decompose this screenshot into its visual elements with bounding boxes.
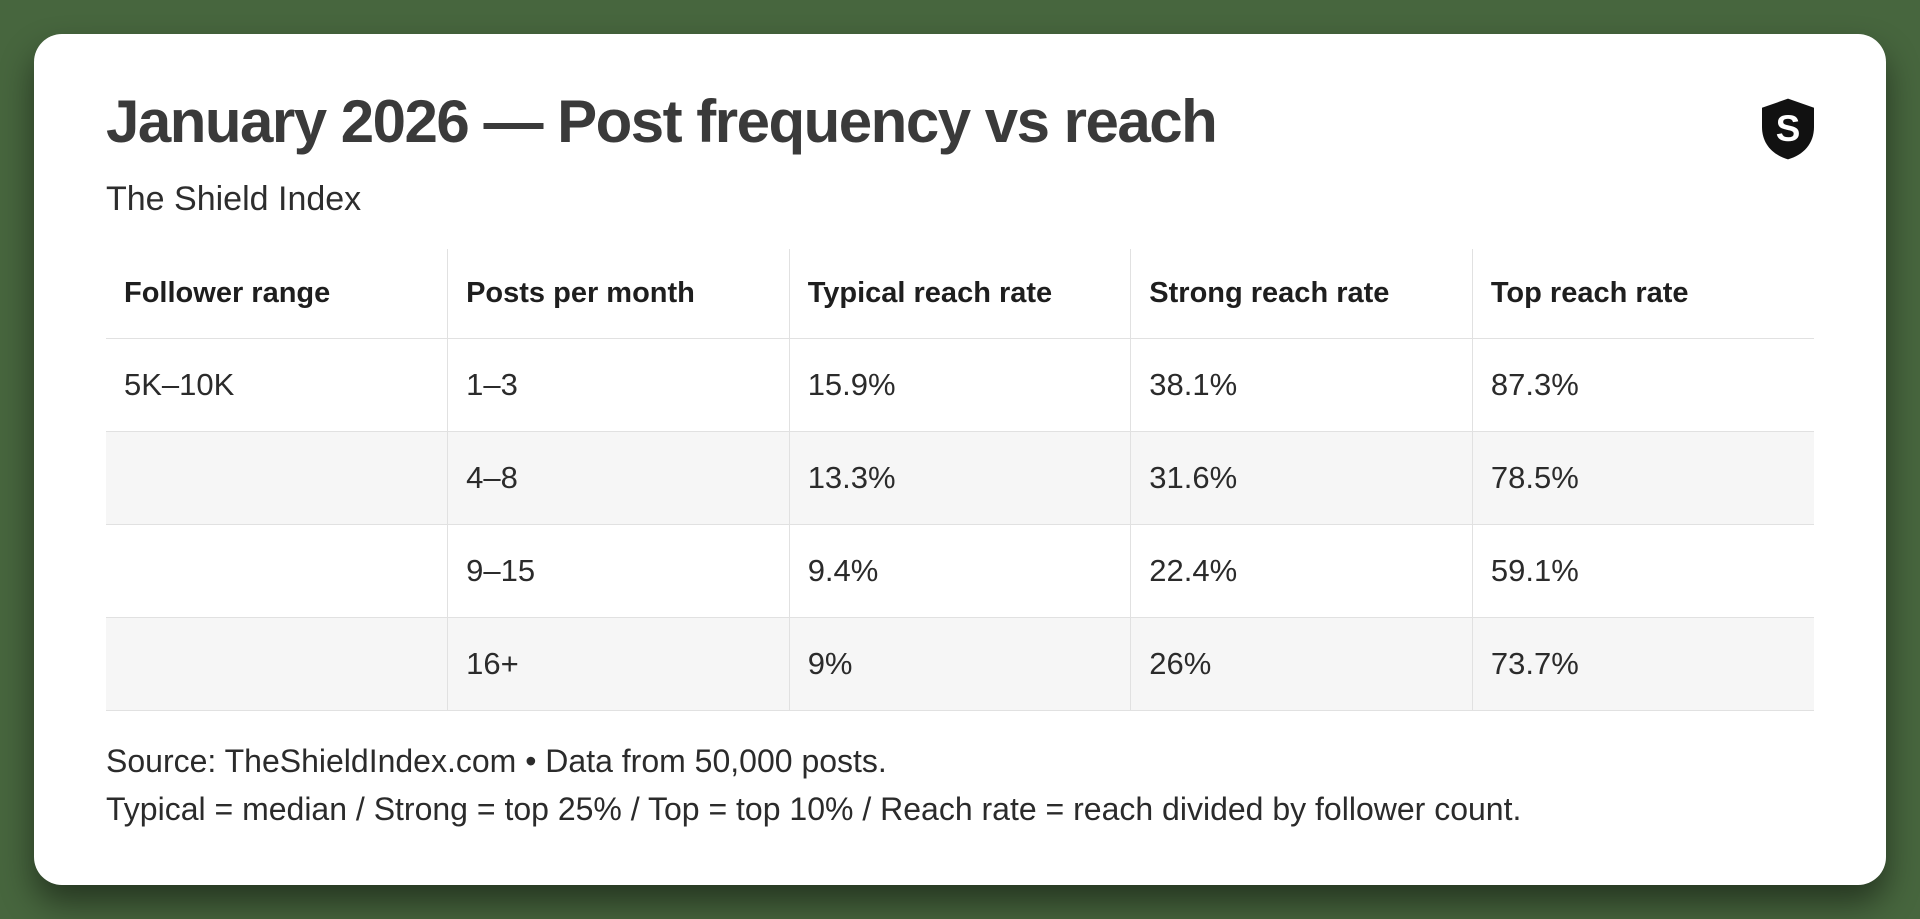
- table-cell: 4–8: [447, 431, 790, 525]
- table-row: 9–15 9.4% 22.4% 59.1%: [106, 524, 1814, 618]
- stats-card: January 2026 — Post frequency vs reach S…: [34, 34, 1886, 885]
- table-cell: 9.4%: [788, 524, 1131, 618]
- table-cell: 73.7%: [1471, 617, 1814, 711]
- table-cell: 31.6%: [1130, 431, 1473, 525]
- shield-logo-icon: S: [1762, 98, 1814, 160]
- column-header: Typical reach rate: [788, 249, 1131, 339]
- table-cell: [106, 431, 448, 525]
- table-header-row: Follower range Posts per month Typical rea…: [106, 249, 1814, 339]
- table-cell: [106, 524, 448, 618]
- table-cell: 78.5%: [1471, 431, 1814, 525]
- table-cell: 16+: [447, 617, 790, 711]
- table-row: 16+ 9% 26% 73.7%: [106, 617, 1814, 711]
- table-cell: 38.1%: [1130, 338, 1473, 432]
- table-cell: [106, 617, 448, 711]
- table-cell: 87.3%: [1471, 338, 1814, 432]
- page-title: January 2026 — Post frequency vs reach: [106, 88, 1218, 155]
- definitions-line: Typical = median / Strong = top 25% / To…: [106, 791, 1522, 827]
- table-cell: 1–3: [447, 338, 790, 432]
- column-header: Follower range: [106, 249, 448, 339]
- table-cell: 22.4%: [1130, 524, 1473, 618]
- table-row: 5K–10K 1–3 15.9% 38.1% 87.3%: [106, 338, 1814, 432]
- table-row: 4–8 13.3% 31.6% 78.5%: [106, 431, 1814, 525]
- table-cell: 9%: [788, 617, 1131, 711]
- column-header: Posts per month: [447, 249, 790, 339]
- table-cell: 59.1%: [1471, 524, 1814, 618]
- reach-table: Follower range Posts per month Typical rea…: [106, 249, 1814, 711]
- source-line: Source: TheShieldIndex.com • Data from 5…: [106, 743, 887, 779]
- table-cell: 5K–10K: [106, 338, 448, 432]
- table-cell: 26%: [1130, 617, 1473, 711]
- table-footnotes: Source: TheShieldIndex.com • Data from 5…: [106, 737, 1814, 833]
- table-cell: 13.3%: [788, 431, 1131, 525]
- table-cell: 15.9%: [788, 338, 1131, 432]
- table-head: Follower range Posts per month Typical rea…: [106, 249, 1814, 339]
- shield-logo-letter: S: [1776, 108, 1801, 149]
- page-subtitle: The Shield Index: [106, 180, 362, 218]
- table-cell: 9–15: [447, 524, 790, 618]
- card-header: January 2026 — Post frequency vs reach S: [106, 90, 1814, 160]
- table-body: 5K–10K 1–3 15.9% 38.1% 87.3% 4–8 13.3% 31.6% 78.…: [106, 338, 1814, 711]
- column-header: Top reach rate: [1471, 249, 1814, 339]
- column-header: Strong reach rate: [1130, 249, 1473, 339]
- shield-shape: [1762, 98, 1814, 160]
